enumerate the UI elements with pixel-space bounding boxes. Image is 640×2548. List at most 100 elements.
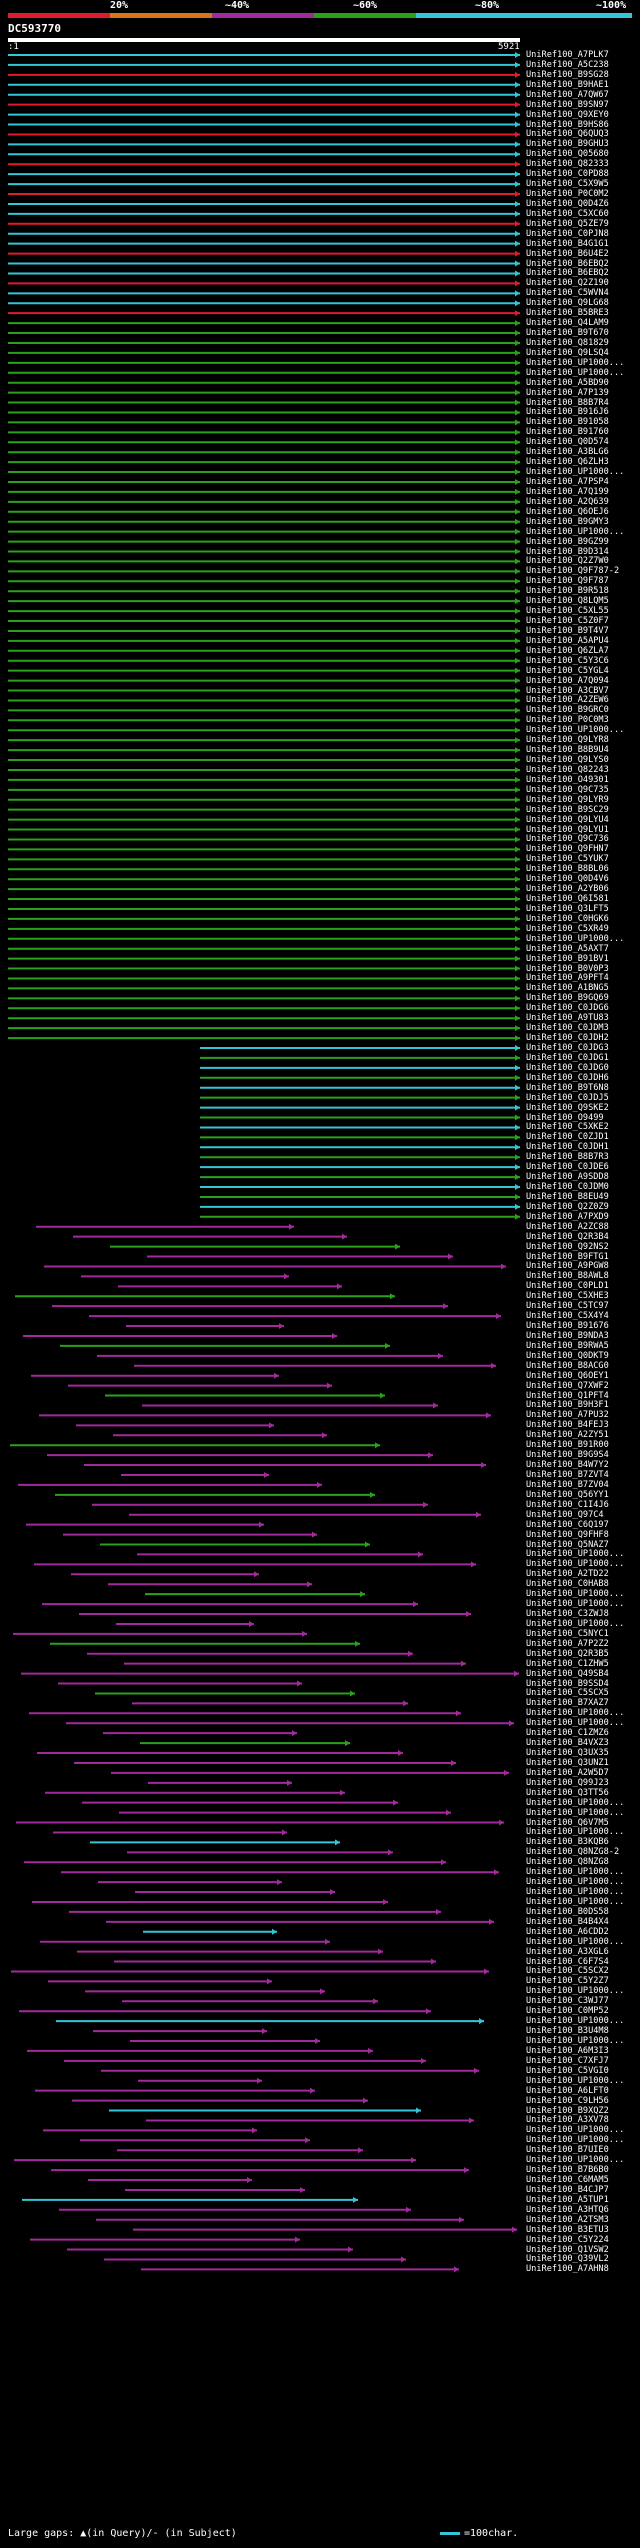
hit-link[interactable]: UniRef100_O9499 — [526, 1112, 604, 1123]
hit-link[interactable]: UniRef100_UP1000... — [526, 1797, 625, 1808]
hit-link[interactable]: UniRef100_B9H3F1 — [526, 1400, 609, 1411]
hit-link[interactable]: UniRef100_C0JDH2 — [526, 1033, 609, 1044]
hit-link[interactable]: UniRef100_Q99J23 — [526, 1777, 609, 1788]
hit-link[interactable]: UniRef100_C5SCX5 — [526, 1688, 609, 1699]
hit-link[interactable]: UniRef100_Q0D574 — [526, 437, 609, 448]
hit-link[interactable]: UniRef100_Q3UX35 — [526, 1748, 609, 1759]
hit-link[interactable]: UniRef100_B9GRC0 — [526, 705, 609, 716]
hit-link[interactable]: UniRef100_A7P2Z2 — [526, 1638, 609, 1649]
hit-link[interactable]: UniRef100_B6EBQ2 — [526, 258, 609, 269]
hit-link[interactable]: UniRef100_C5TC97 — [526, 1301, 609, 1312]
hit-link[interactable]: UniRef100_B3ETU3 — [526, 2224, 609, 2235]
hit-link[interactable]: UniRef100_B916J6 — [526, 407, 609, 418]
hit-link[interactable]: UniRef100_C5Y224 — [526, 2234, 609, 2245]
hit-link[interactable]: UniRef100_B8EU49 — [526, 1191, 609, 1202]
hit-link[interactable]: UniRef100_C0JDH1 — [526, 1142, 609, 1153]
hit-link[interactable]: UniRef100_B6EBQ2 — [526, 268, 609, 279]
hit-link[interactable]: UniRef100_A2ZEW6 — [526, 695, 609, 706]
hit-link[interactable]: UniRef100_B8ACG0 — [526, 1360, 609, 1371]
hit-link[interactable]: UniRef100_C5YGL4 — [526, 665, 609, 676]
hit-link[interactable]: UniRef100_UP1000... — [526, 1718, 625, 1729]
hit-link[interactable]: UniRef100_Q7XWF2 — [526, 1380, 609, 1391]
hit-link[interactable]: UniRef100_B91058 — [526, 417, 609, 428]
hit-link[interactable]: UniRef100_A2W5D7 — [526, 1767, 609, 1778]
hit-link[interactable]: UniRef100_C7XFJ7 — [526, 2055, 609, 2066]
hit-link[interactable]: UniRef100_Q9LSQ4 — [526, 347, 609, 358]
hit-link[interactable]: UniRef100_UP1000... — [526, 1867, 625, 1878]
hit-link[interactable]: UniRef100_B0V0P3 — [526, 963, 609, 974]
hit-link[interactable]: UniRef100_C3ZWJ8 — [526, 1609, 609, 1619]
hit-link[interactable]: UniRef100_Q9FHN7 — [526, 844, 609, 855]
hit-link[interactable]: UniRef100_B6U4E2 — [526, 248, 609, 259]
hit-link[interactable]: UniRef100_B4W7Y2 — [526, 1460, 609, 1471]
hit-link[interactable]: UniRef100_Q81829 — [526, 337, 609, 348]
hit-link[interactable]: UniRef100_C0JDH6 — [526, 1072, 609, 1083]
hit-link[interactable]: UniRef100_B9SN97 — [526, 99, 609, 110]
hit-link[interactable]: UniRef100_B0DS58 — [526, 1906, 609, 1917]
hit-link[interactable]: UniRef100_B9NDA3 — [526, 1330, 609, 1341]
hit-link[interactable]: UniRef100_UP1000... — [526, 1618, 625, 1629]
hit-link[interactable]: UniRef100_A3BLG6 — [526, 447, 609, 458]
hit-link[interactable]: UniRef100_B8B9U4 — [526, 745, 609, 756]
hit-link[interactable]: UniRef100_C0JDM3 — [526, 1023, 609, 1034]
hit-link[interactable]: UniRef100_Q2R3B4 — [526, 1231, 609, 1242]
hit-link[interactable]: UniRef100_UP1000... — [526, 2135, 625, 2146]
hit-link[interactable]: UniRef100_UP1000... — [526, 1896, 625, 1907]
hit-link[interactable]: UniRef100_A2TSM3 — [526, 2214, 609, 2225]
hit-link[interactable]: UniRef100_Q2R3B5 — [526, 1648, 609, 1659]
hit-link[interactable]: UniRef100_C0PLD1 — [526, 1281, 609, 1292]
hit-link[interactable]: UniRef100_Q1PFT4 — [526, 1390, 609, 1401]
hit-link[interactable]: UniRef100_Q92NS2 — [526, 1241, 609, 1252]
hit-link[interactable]: UniRef100_A7P139 — [526, 387, 609, 398]
hit-link[interactable]: UniRef100_UP1000... — [526, 526, 625, 537]
hit-link[interactable]: UniRef100_C5NYC1 — [526, 1628, 609, 1639]
hit-link[interactable]: UniRef100_UP1000... — [526, 1877, 625, 1888]
hit-link[interactable]: UniRef100_A7PU32 — [526, 1410, 609, 1421]
hit-link[interactable]: UniRef100_B8B7R4 — [526, 397, 609, 408]
hit-link[interactable]: UniRef100_UP1000... — [526, 1549, 625, 1560]
hit-link[interactable]: UniRef100_C0PD88 — [526, 169, 609, 180]
hit-link[interactable]: UniRef100_Q9C736 — [526, 834, 609, 845]
hit-link[interactable]: UniRef100_Q8LQM5 — [526, 596, 609, 607]
hit-link[interactable]: UniRef100_C0JDG0 — [526, 1062, 609, 1073]
hit-link[interactable]: UniRef100_B4VXZ3 — [526, 1738, 609, 1749]
hit-link[interactable]: UniRef100_C0PJN8 — [526, 228, 609, 239]
hit-link[interactable]: UniRef100_UP1000... — [526, 2155, 625, 2166]
hit-link[interactable]: UniRef100_B9GMY3 — [526, 516, 609, 527]
hit-link[interactable]: UniRef100_B9SC29 — [526, 804, 609, 815]
hit-link[interactable]: UniRef100_C0ZJD1 — [526, 1132, 609, 1143]
hit-link[interactable]: UniRef100_Q0DKT9 — [526, 1350, 609, 1361]
hit-link[interactable]: UniRef100_UP1000... — [526, 2036, 625, 2046]
hit-link[interactable]: UniRef100_Q6ZLA7 — [526, 645, 609, 656]
hit-link[interactable]: UniRef100_A7PXD9 — [526, 1211, 609, 1222]
hit-link[interactable]: UniRef100_Q6ZLH3 — [526, 457, 609, 468]
hit-link[interactable]: UniRef100_B9GQ69 — [526, 993, 609, 1004]
hit-link[interactable]: UniRef100_C5XC60 — [526, 208, 609, 219]
hit-link[interactable]: UniRef100_UP1000... — [526, 357, 625, 368]
hit-link[interactable]: UniRef100_C1ZMZ6 — [526, 1728, 609, 1739]
hit-link[interactable]: UniRef100_B8BL06 — [526, 864, 609, 875]
hit-link[interactable]: UniRef100_B9D314 — [526, 546, 609, 557]
hit-link[interactable]: UniRef100_C5Y2Z7 — [526, 1976, 609, 1987]
hit-link[interactable]: UniRef100_UP1000... — [526, 1708, 625, 1719]
hit-link[interactable]: UniRef100_A5APU4 — [526, 635, 609, 646]
hit-link[interactable]: UniRef100_A2ZC88 — [526, 1221, 609, 1232]
hit-link[interactable]: UniRef100_UP1000... — [526, 1559, 625, 1570]
hit-link[interactable]: UniRef100_UP1000... — [526, 933, 625, 944]
hit-link[interactable]: UniRef100_B9GHU3 — [526, 139, 609, 150]
hit-link[interactable]: UniRef100_Q9LYR8 — [526, 735, 609, 746]
hit-link[interactable]: UniRef100_Q9F787-2 — [526, 566, 620, 577]
hit-link[interactable]: UniRef100_B9T4V7 — [526, 625, 609, 636]
hit-link[interactable]: UniRef100_UP1000... — [526, 1807, 625, 1818]
hit-link[interactable]: UniRef100_A7PLK7 — [526, 50, 609, 60]
hit-link[interactable]: UniRef100_A3XV78 — [526, 2115, 609, 2126]
hit-link[interactable]: UniRef100_UP1000... — [526, 1986, 625, 1997]
hit-link[interactable]: UniRef100_C9LH56 — [526, 2095, 609, 2106]
hit-link[interactable]: UniRef100_A7PSP4 — [526, 476, 609, 487]
hit-link[interactable]: UniRef100_A6CDD2 — [526, 1926, 609, 1937]
hit-link[interactable]: UniRef100_C1ZHW5 — [526, 1658, 609, 1669]
hit-link[interactable]: UniRef100_Q9XEY0 — [526, 109, 609, 120]
hit-link[interactable]: UniRef100_A2YB06 — [526, 884, 609, 895]
hit-link[interactable]: UniRef100_A9SDD8 — [526, 1172, 609, 1183]
hit-link[interactable]: UniRef100_B9R518 — [526, 586, 609, 597]
